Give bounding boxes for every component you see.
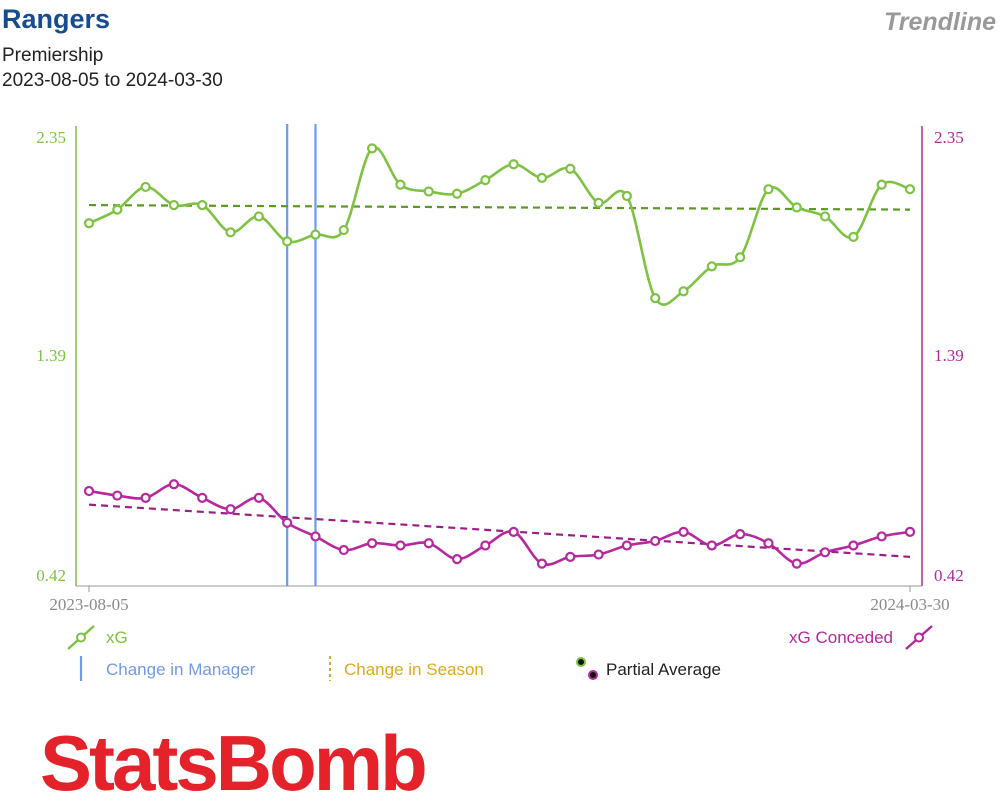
legend-xg-swatch-point bbox=[76, 632, 86, 643]
xg-conceded-point[interactable] bbox=[735, 529, 746, 540]
xg-point[interactable] bbox=[876, 179, 887, 190]
right-tick-label-2: 0.42 bbox=[934, 566, 964, 585]
xg-point[interactable] bbox=[593, 197, 604, 208]
left-tick-label-2: 0.42 bbox=[36, 566, 66, 585]
xg-point[interactable] bbox=[706, 261, 717, 272]
xg-point[interactable] bbox=[423, 186, 434, 197]
xg-point[interactable] bbox=[197, 199, 208, 211]
xg-conceded-point[interactable] bbox=[621, 540, 632, 551]
xg-conceded-point[interactable] bbox=[536, 558, 548, 569]
xg-conceded-point[interactable] bbox=[168, 479, 180, 490]
xg-conceded-point[interactable] bbox=[253, 492, 264, 503]
xg-point[interactable] bbox=[678, 286, 689, 297]
date-range: 2023-08-05 to 2024-03-30 bbox=[2, 70, 223, 91]
xg-point[interactable] bbox=[310, 229, 321, 240]
xg-conceded-point[interactable] bbox=[451, 554, 463, 565]
right-tick-label-1: 1.39 bbox=[934, 346, 964, 365]
legend-xg-conceded-swatch-point bbox=[914, 632, 924, 643]
xg-conceded-point[interactable] bbox=[112, 490, 123, 501]
xg-conceded-point[interactable] bbox=[848, 540, 859, 551]
trendline-tag: Trendline bbox=[883, 8, 996, 36]
xg-conceded-point[interactable] bbox=[650, 535, 661, 547]
xg-point[interactable] bbox=[536, 172, 548, 183]
left-tick-label-1: 1.39 bbox=[36, 346, 66, 365]
legend-partial-average-green-dot bbox=[576, 657, 586, 667]
chart-title: Rangers bbox=[2, 4, 111, 34]
xg-point[interactable] bbox=[367, 143, 378, 154]
xg-point[interactable] bbox=[112, 204, 123, 215]
xg-conceded-point[interactable] bbox=[678, 526, 689, 537]
xg-point[interactable] bbox=[395, 179, 406, 190]
xg-conceded-point[interactable] bbox=[706, 540, 717, 551]
legend-xg-conceded-label: xG Conceded bbox=[789, 628, 893, 647]
xg-conceded-point[interactable] bbox=[565, 551, 576, 562]
xg-point[interactable] bbox=[763, 184, 774, 195]
xg-point[interactable] bbox=[791, 202, 802, 213]
xg-point[interactable] bbox=[621, 190, 632, 202]
xg-point[interactable] bbox=[508, 159, 519, 170]
xg-point[interactable] bbox=[480, 175, 491, 186]
legend-partial-average-label: Partial Average bbox=[606, 660, 721, 679]
xg-conceded-point[interactable] bbox=[338, 544, 349, 556]
xg-conceded-point[interactable] bbox=[904, 526, 916, 537]
xg-conceded-point[interactable] bbox=[791, 558, 802, 569]
xg-conceded-point[interactable] bbox=[423, 538, 434, 549]
x-tick-label-first: 2023-08-05 bbox=[49, 595, 128, 614]
xg-point[interactable] bbox=[819, 211, 831, 222]
xg-conceded-point[interactable] bbox=[367, 538, 378, 549]
xg-point[interactable] bbox=[650, 293, 661, 304]
legend-season-label: Change in Season bbox=[344, 660, 484, 679]
xg-conceded-point[interactable] bbox=[140, 492, 151, 503]
xg-conceded-point[interactable] bbox=[763, 538, 774, 549]
xg-point[interactable] bbox=[225, 227, 236, 238]
xg-conceded-point[interactable] bbox=[480, 540, 491, 551]
xg-point[interactable] bbox=[338, 224, 349, 236]
xg-conceded-point[interactable] bbox=[225, 504, 236, 515]
xg-point[interactable] bbox=[253, 211, 264, 222]
left-tick-label-0: 2.35 bbox=[36, 128, 66, 147]
xg-conceded-point[interactable] bbox=[508, 526, 519, 537]
xg-conceded-point[interactable] bbox=[593, 549, 604, 560]
xg-conceded-point[interactable] bbox=[282, 517, 293, 528]
xg-conceded-point[interactable] bbox=[876, 531, 887, 542]
xg-point[interactable] bbox=[848, 231, 859, 242]
legend-manager-label: Change in Manager bbox=[106, 660, 256, 679]
right-tick-label-0: 2.35 bbox=[934, 128, 964, 147]
xg-conceded-point[interactable] bbox=[395, 540, 406, 551]
xg-conceded-point[interactable] bbox=[197, 492, 208, 503]
legend-xg-label: xG bbox=[106, 628, 128, 647]
x-tick-label-last: 2024-03-30 bbox=[870, 595, 949, 614]
xg-conceded-point[interactable] bbox=[819, 547, 831, 558]
xg-point[interactable] bbox=[168, 199, 180, 211]
xg-conceded-point[interactable] bbox=[83, 485, 95, 497]
chart-subtitle: Premiership bbox=[2, 45, 104, 66]
xg-conceded-point[interactable] bbox=[310, 531, 321, 542]
xg-series-line bbox=[88, 146, 911, 306]
legend-partial-average-purple-dot bbox=[588, 670, 598, 680]
xg-point[interactable] bbox=[83, 218, 95, 229]
xg-point[interactable] bbox=[282, 236, 293, 247]
xg-point[interactable] bbox=[735, 252, 746, 263]
xg-point[interactable] bbox=[565, 163, 576, 174]
xg-point[interactable] bbox=[451, 188, 463, 199]
statsbomb-logo: StatsBomb bbox=[40, 719, 428, 807]
xg-point[interactable] bbox=[904, 184, 916, 195]
xg-trend-line bbox=[88, 203, 911, 211]
xg-point[interactable] bbox=[140, 181, 151, 193]
xg-conceded-series-line bbox=[88, 482, 911, 566]
xg-conceded-trend-line bbox=[88, 503, 911, 558]
